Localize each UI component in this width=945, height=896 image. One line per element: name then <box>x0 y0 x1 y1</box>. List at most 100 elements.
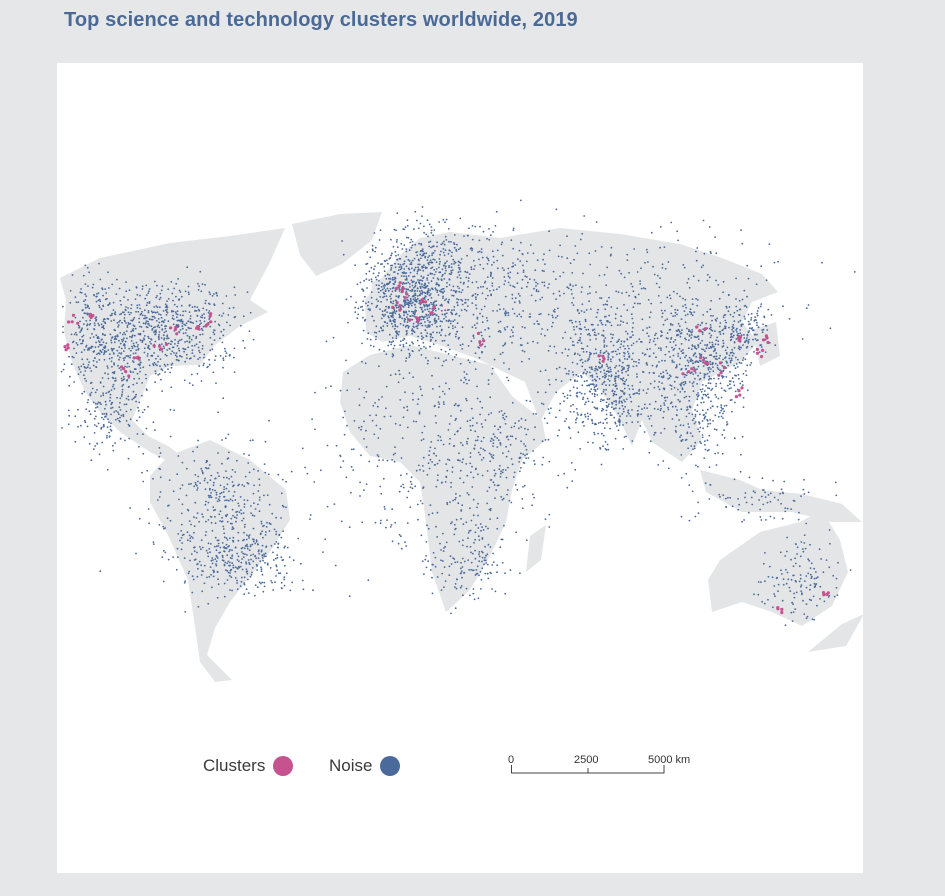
noise-point <box>416 295 419 297</box>
noise-point <box>738 314 740 316</box>
noise-point <box>129 408 132 411</box>
noise-point <box>448 264 451 267</box>
noise-point <box>158 321 161 324</box>
noise-point <box>119 342 122 345</box>
noise-point <box>123 344 126 347</box>
noise-point <box>281 504 284 507</box>
noise-point <box>612 383 615 386</box>
noise-point <box>453 260 456 263</box>
noise-point <box>199 333 202 336</box>
noise-point <box>691 371 693 374</box>
noise-point <box>226 562 229 565</box>
noise-point <box>701 409 704 412</box>
noise-point <box>623 392 626 394</box>
noise-point <box>221 462 223 465</box>
noise-point <box>100 339 103 341</box>
noise-point <box>157 361 159 363</box>
noise-point <box>110 407 112 410</box>
noise-point <box>448 565 451 568</box>
noise-point <box>145 316 148 319</box>
noise-point <box>659 409 662 412</box>
noise-point <box>482 448 485 451</box>
noise-point <box>89 413 92 416</box>
noise-point <box>670 305 673 307</box>
noise-point <box>581 303 584 306</box>
noise-point <box>171 317 174 320</box>
noise-point <box>594 367 597 370</box>
noise-point <box>497 428 500 431</box>
noise-point <box>238 505 240 507</box>
noise-point <box>144 297 147 300</box>
noise-point <box>597 432 599 435</box>
noise-point <box>93 294 96 297</box>
noise-point <box>712 370 715 373</box>
noise-point <box>680 367 683 370</box>
noise-point <box>484 329 486 331</box>
noise-point <box>478 551 481 553</box>
noise-point <box>274 543 276 545</box>
noise-point <box>409 263 412 266</box>
noise-point <box>383 287 386 289</box>
noise-point <box>467 234 469 237</box>
noise-point <box>658 381 661 383</box>
noise-point <box>380 317 383 320</box>
noise-point <box>274 557 277 560</box>
noise-point <box>372 345 375 348</box>
noise-point <box>594 348 597 351</box>
noise-point <box>366 262 369 265</box>
noise-point <box>244 475 247 478</box>
noise-point <box>565 372 568 375</box>
noise-point <box>177 533 180 535</box>
noise-point <box>189 315 192 317</box>
noise-point <box>594 422 597 425</box>
noise-point <box>723 389 726 392</box>
noise-point <box>399 424 401 427</box>
noise-point <box>661 312 664 315</box>
noise-point <box>231 526 234 529</box>
noise-point <box>469 594 471 597</box>
noise-point <box>412 329 414 332</box>
noise-point <box>449 555 452 558</box>
noise-point <box>735 298 737 300</box>
noise-point <box>519 470 521 473</box>
noise-point <box>258 484 261 486</box>
noise-point <box>223 496 225 498</box>
noise-point <box>158 524 161 526</box>
noise-point <box>112 449 115 452</box>
noise-point <box>375 331 378 334</box>
noise-point <box>396 212 399 215</box>
noise-point <box>118 358 120 361</box>
noise-point <box>411 341 413 344</box>
noise-point <box>386 311 388 314</box>
noise-point <box>214 359 216 362</box>
noise-point <box>585 309 588 311</box>
noise-point <box>622 408 625 410</box>
noise-point <box>604 303 607 306</box>
noise-point <box>476 565 479 568</box>
noise-point <box>215 560 218 563</box>
noise-point <box>105 292 108 294</box>
noise-point <box>148 301 151 303</box>
noise-point <box>170 366 173 369</box>
noise-point <box>249 311 252 314</box>
noise-point <box>67 423 70 426</box>
noise-point <box>740 323 743 326</box>
noise-point <box>245 570 248 573</box>
noise-point <box>398 257 401 260</box>
noise-point <box>744 318 746 320</box>
noise-point <box>572 373 575 376</box>
noise-point <box>573 410 575 413</box>
noise-point <box>136 345 139 348</box>
noise-point <box>188 335 191 338</box>
noise-point <box>189 540 192 542</box>
noise-point <box>559 275 561 278</box>
noise-point <box>405 316 408 319</box>
noise-point <box>208 576 211 578</box>
noise-point <box>512 229 515 232</box>
noise-point <box>689 330 691 333</box>
noise-point <box>365 278 368 280</box>
noise-point <box>211 488 214 491</box>
noise-point <box>553 345 556 348</box>
noise-point <box>164 353 167 356</box>
noise-point <box>699 372 702 374</box>
